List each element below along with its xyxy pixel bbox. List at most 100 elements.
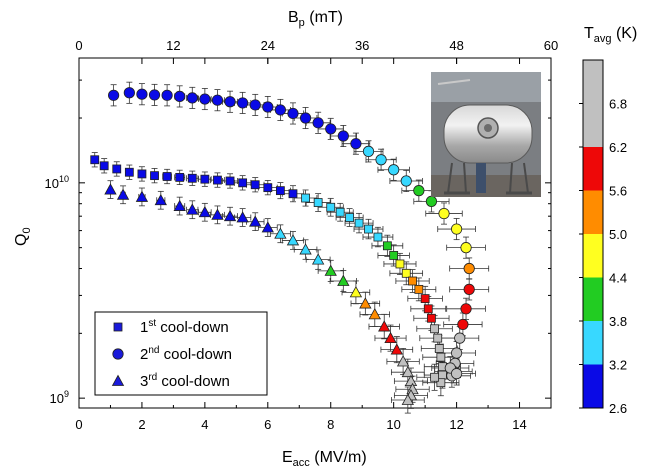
legend-label: 3rd cool-down (140, 372, 230, 390)
data-point (249, 215, 262, 227)
data-point (400, 175, 412, 187)
data-point (213, 175, 222, 185)
data-point (384, 331, 397, 344)
data-point (211, 94, 224, 106)
data-point (288, 189, 298, 199)
colorbar-tick-label: 3.2 (609, 358, 627, 373)
data-point (124, 167, 134, 177)
data-point (238, 178, 248, 188)
data-point (225, 176, 235, 186)
colorbar-tick-label: 3.8 (609, 314, 627, 329)
data-point (373, 232, 383, 242)
data-point (90, 155, 100, 165)
data-point (337, 274, 350, 286)
x-tick-label: 14 (512, 417, 526, 432)
data-point (450, 347, 463, 359)
data-point (345, 213, 355, 222)
data-point (401, 365, 415, 378)
x-tick-label: 12 (449, 417, 463, 432)
data-point (389, 251, 399, 260)
data-point (454, 332, 466, 344)
top-tick-label: 60 (544, 38, 558, 53)
y-tick-label: 109 (50, 389, 69, 406)
data-point (401, 393, 415, 405)
colorbar-tick-label: 6.2 (609, 140, 627, 155)
x-tick-label: 4 (201, 417, 208, 432)
data-point (287, 107, 299, 120)
data-point (299, 112, 312, 124)
top-axis-title: Bp (mT) (288, 9, 343, 29)
data-point (211, 208, 224, 220)
data-point (460, 242, 472, 254)
data-point (433, 333, 443, 343)
data-point (359, 297, 372, 309)
data-point (401, 268, 411, 278)
data-point (116, 188, 130, 200)
data-point (148, 89, 161, 101)
data-point (460, 303, 472, 315)
data-point (450, 223, 463, 235)
data-point (324, 264, 337, 276)
series-triangle (104, 183, 419, 405)
data-point (262, 101, 274, 113)
colorbar-tick-label: 5.6 (609, 184, 627, 199)
data-point (438, 207, 450, 220)
data-point (311, 253, 325, 265)
cryostat-photo (431, 72, 541, 197)
data-point (413, 185, 425, 197)
colorbar-segment (583, 190, 603, 234)
data-point (200, 174, 210, 184)
data-point (378, 320, 391, 332)
data-point (274, 227, 287, 239)
x-tick-label: 0 (75, 417, 82, 432)
data-point (350, 138, 362, 150)
data-point (137, 169, 147, 179)
data-point (436, 378, 446, 388)
colorbar-segment (583, 60, 603, 147)
series-square (90, 155, 447, 388)
data-point (261, 221, 274, 233)
data-point (463, 262, 475, 275)
legend: 1st cool-down 2nd cool-down 3rd cool-down (94, 311, 268, 396)
data-point (108, 89, 120, 101)
data-point (275, 186, 285, 196)
data-point (154, 193, 167, 206)
data-point (112, 164, 122, 174)
series-circle (108, 87, 475, 382)
colorbar-tick-label: 6.8 (609, 97, 627, 112)
colorbar-segment (583, 147, 603, 191)
data-point (434, 344, 444, 353)
colorbar-segment (583, 364, 603, 408)
data-point (414, 284, 424, 294)
data-point (362, 145, 375, 157)
data-point (286, 234, 300, 246)
top-tick-label: 0 (75, 38, 82, 53)
data-point (237, 97, 249, 109)
data-point (436, 352, 446, 362)
data-markers (90, 87, 475, 405)
data-point (263, 183, 273, 193)
top-tick-label: 24 (261, 38, 275, 53)
colorbar-segment (583, 277, 603, 321)
data-point (236, 211, 249, 223)
plot-frame (78, 57, 552, 409)
data-point (430, 324, 439, 334)
data-point (390, 343, 403, 355)
data-point (313, 198, 323, 207)
data-point (450, 368, 463, 380)
data-point (423, 304, 433, 314)
data-point (150, 171, 159, 181)
data-point (224, 96, 236, 108)
data-point (186, 203, 199, 215)
data-point (349, 286, 363, 298)
data-point (198, 205, 212, 218)
colorbar-title: Tavg (K) (584, 25, 637, 45)
x-axis-title: Eacc (MV/m) (282, 449, 367, 469)
data-point (368, 308, 381, 320)
x-tick-label: 2 (138, 417, 145, 432)
data-point (364, 224, 373, 234)
data-point (250, 180, 260, 190)
x-tick-label: 8 (327, 417, 334, 432)
